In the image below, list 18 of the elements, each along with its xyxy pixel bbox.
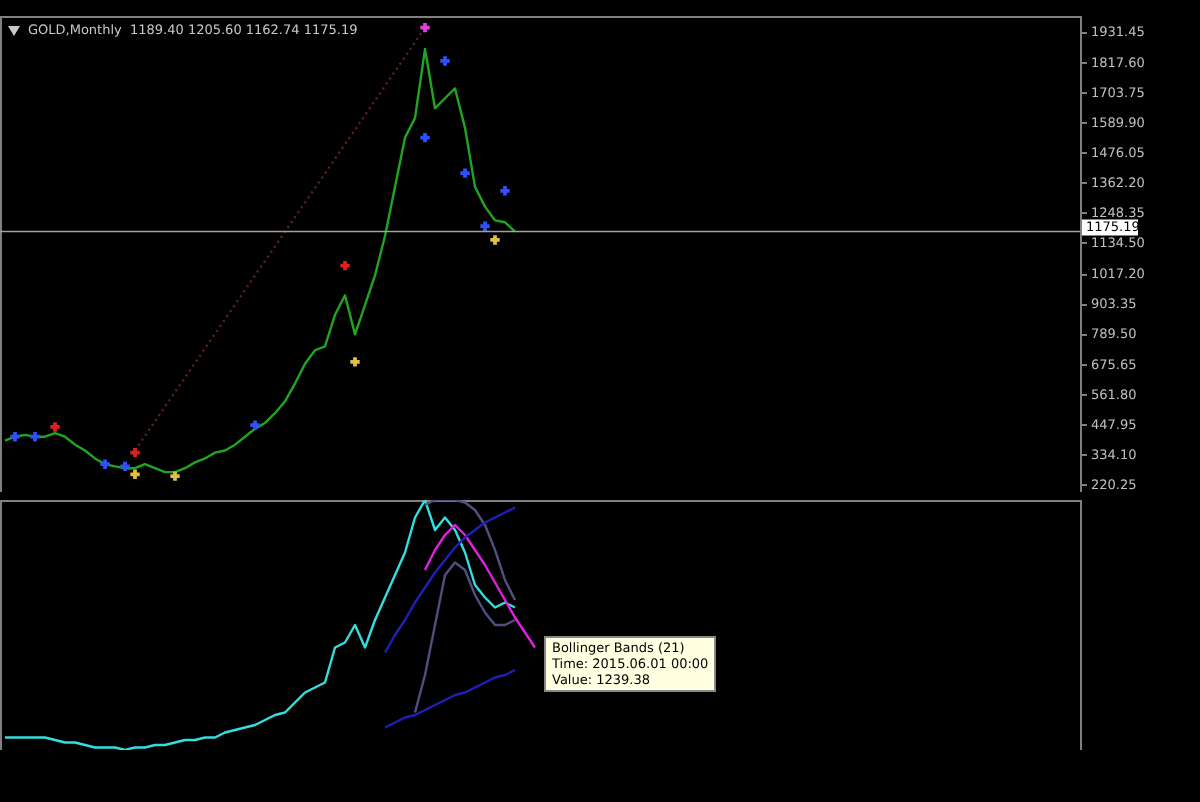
point [10,432,20,442]
point [50,422,60,432]
point [460,168,470,178]
point [130,469,140,479]
point [490,235,500,245]
point [420,22,430,33]
point [250,420,260,430]
point [500,186,510,196]
point [420,132,430,143]
point [30,432,40,442]
point [100,459,110,469]
point [480,221,490,231]
point [130,447,140,458]
point [350,357,360,367]
point [440,56,450,66]
point [120,461,130,472]
point [340,260,350,271]
point [170,471,180,481]
